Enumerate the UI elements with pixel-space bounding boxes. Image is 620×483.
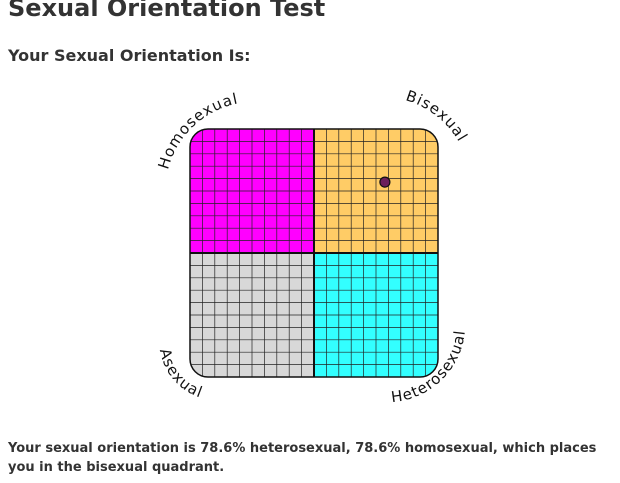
- page-title: Sexual Orientation Test: [8, 0, 326, 22]
- result-point: [379, 176, 391, 188]
- chart-border: [189, 128, 439, 378]
- result-summary: Your sexual orientation is 78.6% heteros…: [8, 441, 597, 475]
- page-subtitle: Your Sexual Orientation Is:: [8, 46, 251, 65]
